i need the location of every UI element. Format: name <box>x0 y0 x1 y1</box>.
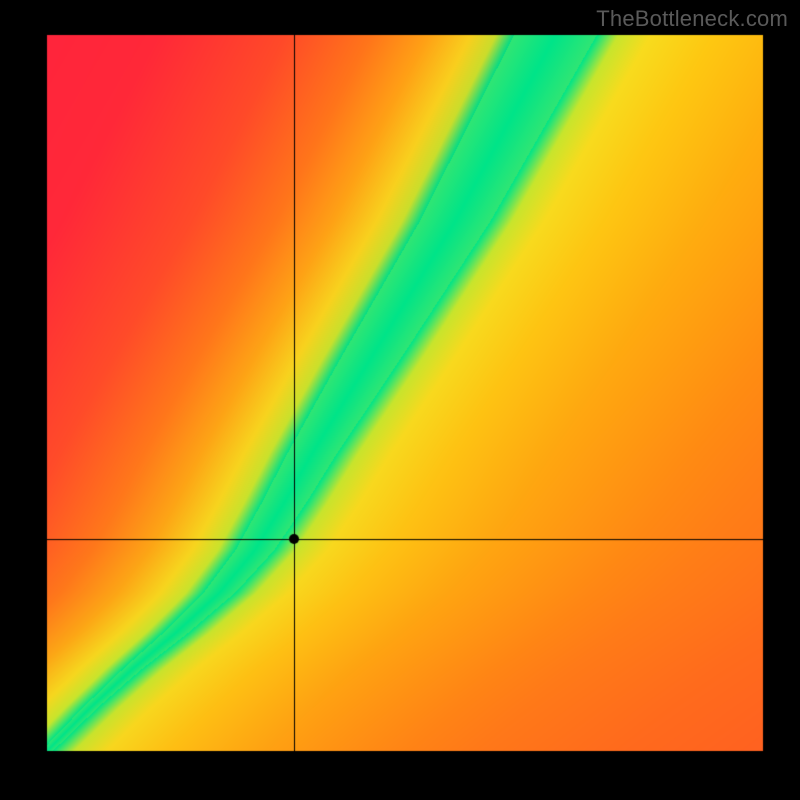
watermark-text: TheBottleneck.com <box>596 6 788 32</box>
chart-container: TheBottleneck.com <box>0 0 800 800</box>
heatmap-canvas <box>0 0 800 800</box>
